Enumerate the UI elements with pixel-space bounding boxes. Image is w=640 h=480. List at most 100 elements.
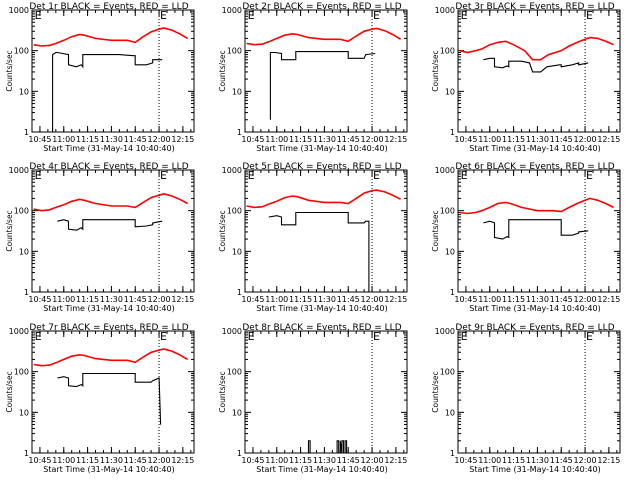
events-series-line — [57, 219, 163, 231]
x-tick-label: 10:45 — [28, 295, 51, 304]
x-tick-label: 12:15 — [597, 295, 620, 304]
y-tick-label: 100 — [14, 47, 29, 56]
y-tick-label: 100 — [227, 207, 242, 216]
event-marker-label: E — [160, 330, 167, 343]
event-marker-label: E — [461, 169, 468, 182]
panel-title: Det 1r BLACK = Events, RED = LLD — [29, 2, 188, 12]
x-tick-label: 11:15 — [502, 295, 525, 304]
panel-title: Det 6r BLACK = Events, RED = LLD — [455, 162, 614, 172]
x-tick-label: 12:00 — [361, 456, 384, 465]
y-tick-label: 1000 — [435, 6, 455, 15]
x-tick-label: 10:45 — [28, 135, 51, 144]
lld-series-line — [33, 348, 189, 367]
y-axis-label: Counts/sec — [218, 210, 227, 251]
events-series-line — [483, 219, 589, 240]
event-marker-label: E — [461, 330, 468, 343]
y-tick-label: 100 — [14, 368, 29, 377]
y-tick-label: 1000 — [9, 6, 29, 15]
y-axis-label: Counts/sec — [218, 50, 227, 91]
x-tick-label: 12:00 — [574, 456, 597, 465]
x-tick-label: 10:45 — [241, 456, 264, 465]
x-tick-label: 10:45 — [241, 295, 264, 304]
axes-frame — [457, 9, 621, 133]
y-tick-label: 100 — [227, 368, 242, 377]
detector-panel: Det 8r BLACK = Events, RED = LLD 1 10 100 10… — [218, 323, 408, 474]
x-tick-label: 12:15 — [384, 295, 407, 304]
y-tick-label: 10 — [19, 247, 29, 256]
x-tick-label: 11:00 — [478, 456, 501, 465]
y-axis-label: Counts/sec — [5, 50, 14, 91]
x-tick-label: 12:00 — [148, 456, 171, 465]
x-tick-label: 11:15 — [289, 135, 312, 144]
x-axis-label: Start Time (31-May-14 10:40:40) — [43, 304, 174, 313]
axes-frame — [31, 9, 195, 133]
x-tick-label: 11:45 — [337, 135, 360, 144]
axes-frame — [244, 330, 408, 454]
x-tick-label: 12:00 — [574, 295, 597, 304]
x-tick-label: 11:45 — [550, 135, 573, 144]
x-tick-label: 11:00 — [265, 456, 288, 465]
event-marker-label: E — [586, 330, 593, 343]
y-tick-label: 10 — [232, 247, 242, 256]
y-tick-label: 100 — [14, 207, 29, 216]
events-series-line — [52, 51, 163, 132]
y-axis-label: Counts/sec — [431, 371, 440, 412]
panel-title: Det 3r BLACK = Events, RED = LLD — [455, 2, 614, 12]
event-marker-label: E — [373, 9, 380, 22]
x-tick-label: 12:15 — [171, 135, 194, 144]
x-tick-label: 10:45 — [241, 135, 264, 144]
events-series-line — [307, 440, 348, 454]
lld-series-line — [33, 27, 189, 47]
y-tick-label: 1 — [237, 288, 242, 297]
y-tick-label: 1000 — [222, 327, 242, 336]
x-tick-label: 11:30 — [100, 456, 123, 465]
x-tick-label: 10:45 — [454, 295, 477, 304]
x-tick-label: 11:30 — [313, 135, 336, 144]
y-axis-label: Counts/sec — [5, 210, 14, 251]
x-tick-label: 11:15 — [76, 456, 99, 465]
x-tick-label: 11:15 — [289, 456, 312, 465]
detector-panel: Det 1r BLACK = Events, RED = LLD 1 10 100 10… — [5, 2, 195, 153]
axes-frame — [31, 169, 195, 293]
x-tick-label: 11:00 — [265, 135, 288, 144]
x-tick-label: 11:15 — [502, 456, 525, 465]
axes-frame — [457, 169, 621, 293]
x-axis-label: Start Time (31-May-14 10:40:40) — [469, 465, 600, 474]
x-tick-label: 11:30 — [313, 456, 336, 465]
event-marker-label: E — [160, 9, 167, 22]
detector-panel: Det 9r BLACK = Events, RED = LLD 1 10 100 10… — [431, 323, 621, 474]
x-tick-label: 10:45 — [28, 456, 51, 465]
x-tick-label: 11:15 — [76, 295, 99, 304]
y-axis-label: Counts/sec — [5, 371, 14, 412]
x-axis-label: Start Time (31-May-14 10:40:40) — [43, 465, 174, 474]
event-marker-label: E — [586, 169, 593, 182]
x-tick-label: 11:00 — [52, 295, 75, 304]
x-tick-label: 12:00 — [361, 295, 384, 304]
y-tick-label: 1000 — [435, 166, 455, 175]
y-tick-label: 1 — [24, 288, 29, 297]
event-marker-label: E — [373, 169, 380, 182]
axes-frame — [244, 9, 408, 133]
x-tick-label: 11:15 — [502, 135, 525, 144]
detector-panel: Det 7r BLACK = Events, RED = LLD 1 10 100 10… — [5, 323, 195, 474]
x-tick-label: 12:15 — [597, 135, 620, 144]
x-tick-label: 11:30 — [526, 456, 549, 465]
y-tick-label: 10 — [445, 87, 455, 96]
detector-panel: Det 6r BLACK = Events, RED = LLD 1 10 100 10… — [431, 162, 621, 313]
panel-title: Det 9r BLACK = Events, RED = LLD — [455, 323, 614, 333]
y-tick-label: 1000 — [435, 327, 455, 336]
event-marker-label: E — [160, 169, 167, 182]
detector-panel: Det 4r BLACK = Events, RED = LLD 1 10 100 10… — [5, 162, 195, 313]
x-tick-label: 11:45 — [337, 295, 360, 304]
y-tick-label: 100 — [227, 47, 242, 56]
panel-title: Det 7r BLACK = Events, RED = LLD — [29, 323, 188, 333]
event-marker-label: E — [248, 169, 255, 182]
x-tick-label: 11:45 — [124, 456, 147, 465]
x-tick-label: 11:00 — [52, 135, 75, 144]
lld-series-line — [459, 197, 614, 215]
event-marker-label: E — [35, 330, 42, 343]
y-tick-label: 10 — [445, 247, 455, 256]
detector-panel: Det 2r BLACK = Events, RED = LLD 1 10 100 10… — [218, 2, 408, 153]
y-tick-label: 10 — [445, 408, 455, 417]
